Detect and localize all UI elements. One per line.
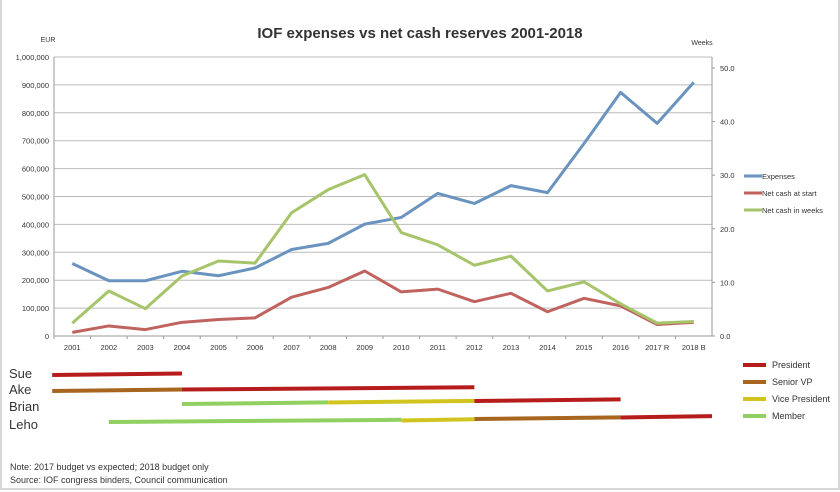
- tenure-bar-senior-vp: [474, 415, 621, 421]
- legend-label: Net cash in weeks: [762, 206, 823, 215]
- x-tick-label: 2011: [430, 343, 446, 352]
- person-name: Brian: [9, 399, 39, 414]
- x-tick-label: 2003: [137, 343, 154, 352]
- left-axis-label: EUR: [41, 37, 56, 44]
- x-tick-label: 2009: [356, 343, 373, 352]
- x-tick-label: 2007: [283, 343, 300, 352]
- left-tick-label: 100,000: [22, 304, 49, 313]
- series-line-net-cash-at-start: [72, 269, 694, 334]
- x-tick-label: 2018 B: [682, 343, 706, 352]
- series-line-net-cash-in-weeks: [71, 173, 694, 325]
- right-tick-label: 0.0: [720, 332, 730, 341]
- x-tick-label: 2010: [393, 343, 410, 352]
- left-tick-label: 0: [45, 332, 49, 341]
- right-tick-label: 50.0: [720, 64, 735, 73]
- person-name: Leho: [9, 417, 38, 432]
- x-tick-label: 2012: [466, 343, 483, 352]
- tenure-bar-president: [620, 414, 713, 420]
- role-legend-label: Member: [772, 411, 805, 421]
- x-tick-label: 2013: [503, 343, 520, 352]
- x-tick-label: 2002: [100, 343, 117, 352]
- left-tick-label: 600,000: [22, 165, 49, 174]
- x-tick-label: 2014: [539, 343, 556, 352]
- person-name: Ake: [9, 382, 31, 397]
- x-tick-label: 2006: [247, 343, 264, 352]
- left-tick-label: 300,000: [22, 248, 49, 257]
- left-tick-label: 800,000: [22, 109, 49, 118]
- role-legend-label: President: [772, 360, 811, 370]
- x-tick-label: 2005: [210, 343, 227, 352]
- right-tick-label: 30.0: [720, 171, 735, 180]
- note-text: Note: 2017 budget vs expected; 2018 budg…: [10, 462, 209, 472]
- series-line-expenses: [71, 81, 695, 283]
- tenure-bar-member: [108, 417, 402, 424]
- left-tick-label: 500,000: [22, 193, 49, 202]
- right-axis-label: Weeks: [691, 40, 713, 47]
- chart-title: IOF expenses vs net cash reserves 2001-2…: [257, 25, 582, 42]
- legend-label: Net cash at start: [762, 189, 818, 198]
- right-tick-label: 20.0: [720, 225, 735, 234]
- left-tick-label: 900,000: [22, 81, 49, 90]
- left-tick-label: 200,000: [22, 276, 49, 285]
- right-tick-label: 40.0: [720, 118, 735, 127]
- x-tick-label: 2016: [612, 343, 629, 352]
- tenure-bar-president: [181, 385, 475, 392]
- left-tick-label: 400,000: [22, 220, 49, 229]
- tenure-bar-member: [181, 400, 329, 406]
- tenure-bar-president: [474, 397, 621, 403]
- left-tick-label: 700,000: [22, 137, 49, 146]
- x-tick-label: 2015: [576, 343, 593, 352]
- x-tick-label: 2017 R: [645, 343, 670, 352]
- tenure-bar-vice-president: [401, 417, 475, 423]
- source-text: Source: IOF congress binders, Council co…: [10, 475, 228, 485]
- person-name: Sue: [9, 366, 32, 381]
- left-tick-label: 1,000,000: [16, 53, 49, 62]
- tenure-bar-vice-president: [328, 398, 475, 405]
- tenure-bar-president: [52, 371, 182, 377]
- legend-label: Expenses: [762, 172, 795, 181]
- role-legend-label: Vice President: [772, 394, 830, 404]
- x-tick-label: 2004: [174, 343, 191, 352]
- tenure-bar-senior-vp: [52, 387, 182, 393]
- role-legend-label: Senior VP: [772, 377, 813, 387]
- right-tick-label: 10.0: [720, 278, 735, 287]
- x-tick-label: 2001: [64, 343, 81, 352]
- x-tick-label: 2008: [320, 343, 337, 352]
